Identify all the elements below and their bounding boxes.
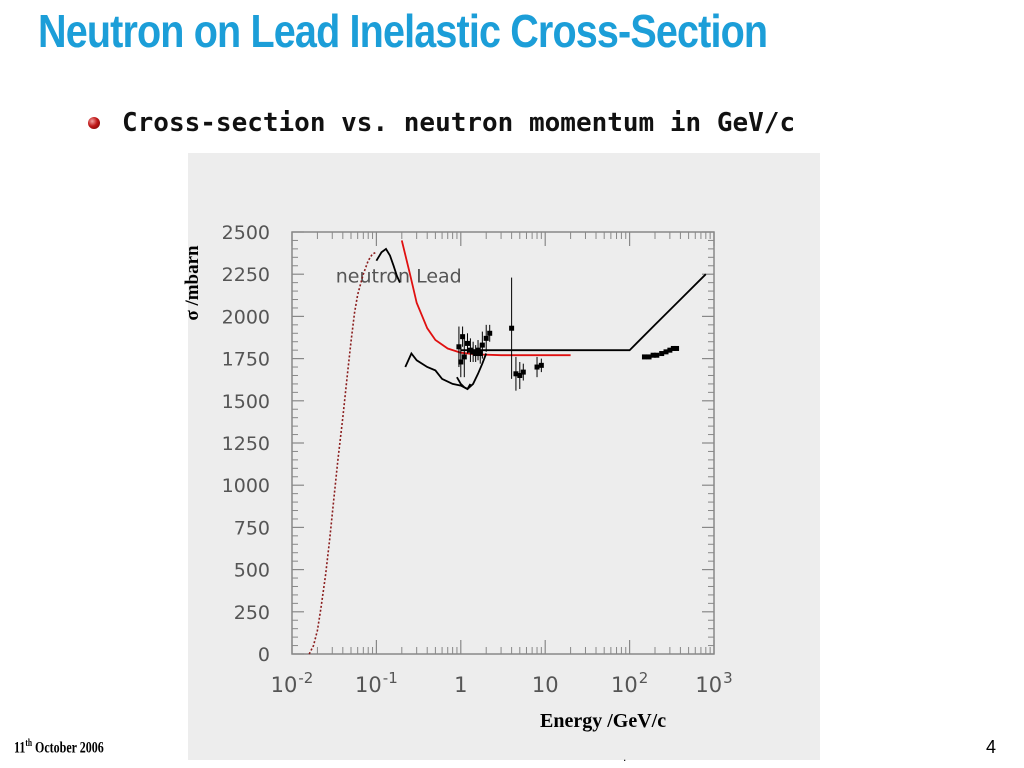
x-tick-label: 103: [695, 669, 732, 697]
data-point: [538, 362, 544, 368]
data-point: [487, 330, 493, 336]
data-point: [470, 349, 476, 355]
data-point: [483, 335, 489, 341]
bullet-item: Cross-section vs. neutron momentum in Ge…: [88, 108, 795, 138]
y-tick-label: 2250: [222, 264, 270, 286]
data-point: [650, 352, 656, 358]
data-point: [458, 359, 464, 365]
data-point: [667, 347, 673, 353]
y-tick-label: 1250: [222, 433, 270, 455]
data-point: [659, 351, 665, 357]
y-tick-label: 750: [234, 517, 270, 539]
y-axis-label-text: σ /mbarn: [182, 245, 203, 321]
y-tick-label: 2500: [222, 222, 270, 244]
data-point: [674, 345, 680, 351]
footer-date: 11th October 2006: [14, 738, 104, 757]
y-tick-label: 1000: [222, 475, 270, 497]
data-point: [479, 342, 485, 348]
x-axis-label: Energy /GeV/c: [540, 710, 667, 732]
data-point: [513, 371, 519, 377]
data-point: [517, 372, 523, 378]
footer-month-year: October 2006: [32, 739, 104, 757]
plot-frame: [291, 231, 715, 655]
y-tick-label: 250: [234, 602, 270, 624]
series-line-4: [460, 273, 707, 352]
data-point: [461, 354, 467, 360]
bullet-dot-icon: [88, 117, 100, 129]
data-point: [475, 347, 481, 353]
data-point: [670, 345, 676, 351]
stray-mark: .: [623, 750, 627, 764]
series-line-3: [404, 351, 488, 391]
y-tick-label: 0: [258, 644, 270, 666]
y-tick-label: 1500: [222, 391, 270, 413]
y-tick-label: 1750: [222, 349, 270, 371]
page-number: 4: [986, 737, 997, 757]
series-line-5: [456, 376, 472, 391]
x-tick-label: 10-2: [271, 669, 314, 697]
x-tick-label: 10-1: [355, 669, 398, 697]
x-tick-label: 1: [454, 673, 467, 697]
data-point: [456, 344, 462, 350]
chart-annotation: neutron Lead: [336, 266, 462, 288]
data-point: [477, 351, 483, 357]
y-tick-label: 500: [234, 560, 270, 582]
data-point: [467, 347, 473, 353]
bullet-text: Cross-section vs. neutron momentum in Ge…: [122, 108, 796, 138]
data-point: [520, 369, 526, 375]
x-tick-label: 10: [532, 673, 559, 697]
data-point: [509, 325, 515, 331]
series-line-1: [375, 247, 401, 283]
slide-title: Neutron on Lead Inelastic Cross-Section: [38, 5, 768, 57]
series-line-0: [308, 251, 377, 655]
series-line-2: [400, 240, 571, 357]
y-axis-label: σ /mbarn: [178, 228, 208, 338]
data-point: [460, 334, 466, 340]
data-point: [654, 352, 660, 358]
data-point: [646, 354, 652, 360]
footer-day: 11: [14, 739, 26, 757]
y-tick-label: 2000: [222, 306, 270, 328]
footer-suffix: th: [25, 738, 33, 749]
data-point: [534, 364, 540, 370]
x-tick-label: 102: [611, 669, 648, 697]
data-point: [473, 351, 479, 357]
data-point: [641, 354, 647, 360]
data-point: [663, 349, 669, 355]
data-point: [464, 340, 470, 346]
